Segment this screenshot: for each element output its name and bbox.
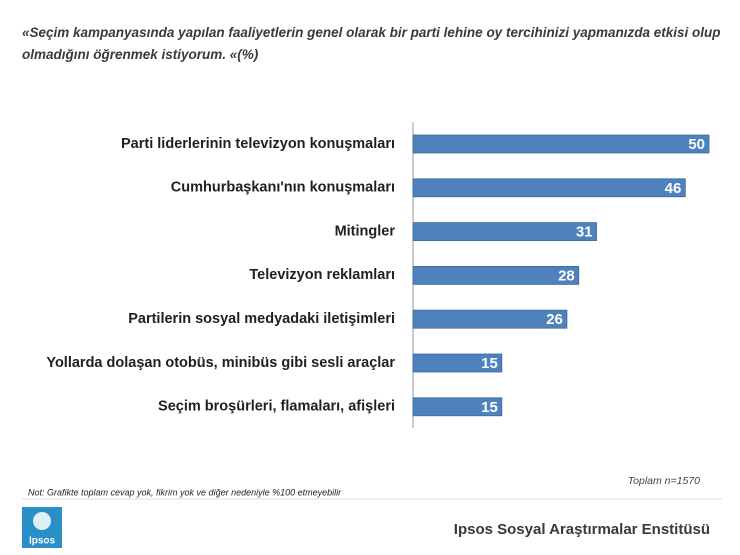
source: Ipsos Sosyal Araştırmalar Enstitüsü (454, 521, 710, 538)
bar (412, 222, 597, 242)
value-label: 46 (665, 180, 682, 197)
category-label: Yollarda dolaşan otobüs, minibüs gibi se… (46, 355, 395, 371)
logo-text: Ipsos (29, 536, 56, 547)
bar (412, 397, 503, 417)
category-label: Parti liderlerinin televizyon konuşmalar… (121, 136, 395, 152)
value-label: 15 (481, 399, 498, 416)
category-label: Partilerin sosyal medyadaki iletişimleri (128, 311, 395, 327)
category-label: Cumhurbaşkanı'nın konuşmaları (171, 180, 395, 196)
bar (412, 134, 710, 154)
category-label: Televizyon reklamları (249, 267, 395, 283)
value-label: 15 (481, 355, 498, 372)
sample-note: Toplam n=1570 (628, 475, 700, 487)
bar (412, 353, 503, 373)
category-label: Mitingler (335, 223, 396, 239)
value-label: 50 (688, 136, 705, 153)
chart-title: «Seçim kampanyasında yapılan faaliyetler… (22, 25, 721, 62)
value-label: 31 (576, 224, 593, 241)
logo-circle (33, 512, 51, 530)
category-label: Seçim broşürleri, flamaları, afişleri (158, 399, 395, 415)
footnote: Not: Grafikte toplam cevap yok, fikrim y… (28, 487, 342, 497)
bar (412, 265, 580, 285)
value-label: 26 (546, 311, 563, 328)
bar (412, 309, 568, 329)
bar (412, 178, 686, 198)
value-label: 28 (558, 267, 575, 284)
